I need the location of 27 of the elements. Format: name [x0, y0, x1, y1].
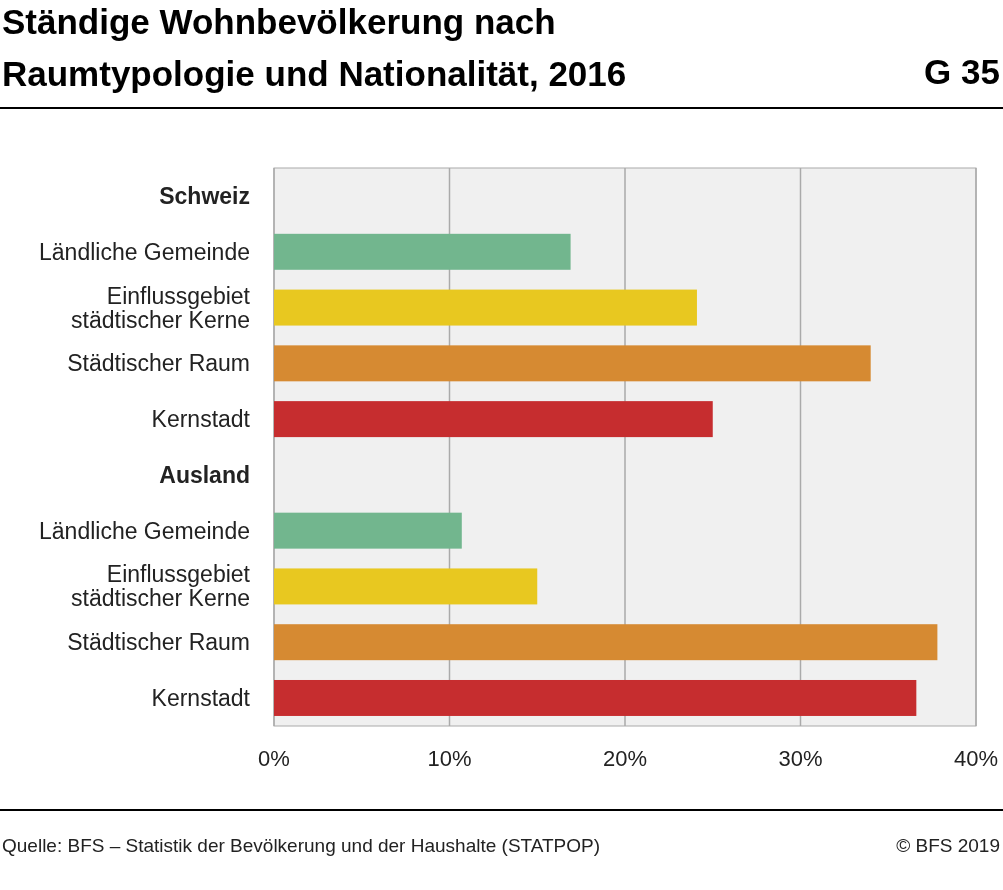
x-tick-label: 0% — [258, 746, 290, 771]
x-tick-label: 20% — [602, 746, 648, 771]
y-tick-label: Städtischer Raum — [67, 350, 250, 377]
y-tick-label: Kernstadt — [151, 684, 251, 711]
y-tick-label: Einflussgebiet städtischer Kerne — [71, 282, 251, 333]
y-tick-label: Einflussgebiet städtischer Kerne — [71, 561, 251, 612]
x-tick-label: 10% — [427, 746, 472, 771]
y-tick-label: Ländliche Gemeinde — [39, 238, 250, 265]
text: G 35 — [924, 52, 1000, 91]
bar — [274, 401, 713, 438]
bar — [274, 289, 697, 326]
bar — [274, 568, 538, 605]
bar — [274, 624, 938, 661]
y-tick-label: Kernstadt — [151, 406, 251, 433]
x-tick-label: 30% — [778, 746, 823, 771]
y-tick-label: Ländliche Gemeinde — [39, 517, 250, 544]
chart-title: Ständige Wohnbevölkerung nach Raumtypologie und Nationalität, 2016 — [2, 2, 627, 93]
bar — [274, 679, 917, 716]
source-note: Quelle: BFS – Statistik der Bevölkerung und der Haushalte (STATPOP) — [2, 835, 601, 856]
bar — [274, 512, 462, 549]
y-tick-label: Schweiz — [159, 183, 250, 210]
text: © BFS 2019 — [896, 835, 1000, 856]
y-tick-label: Städtischer Raum — [67, 629, 250, 656]
bar — [274, 233, 571, 270]
y-tick-label: Ausland — [159, 461, 250, 488]
x-tick-label: 40% — [953, 746, 999, 771]
bar — [274, 345, 871, 382]
